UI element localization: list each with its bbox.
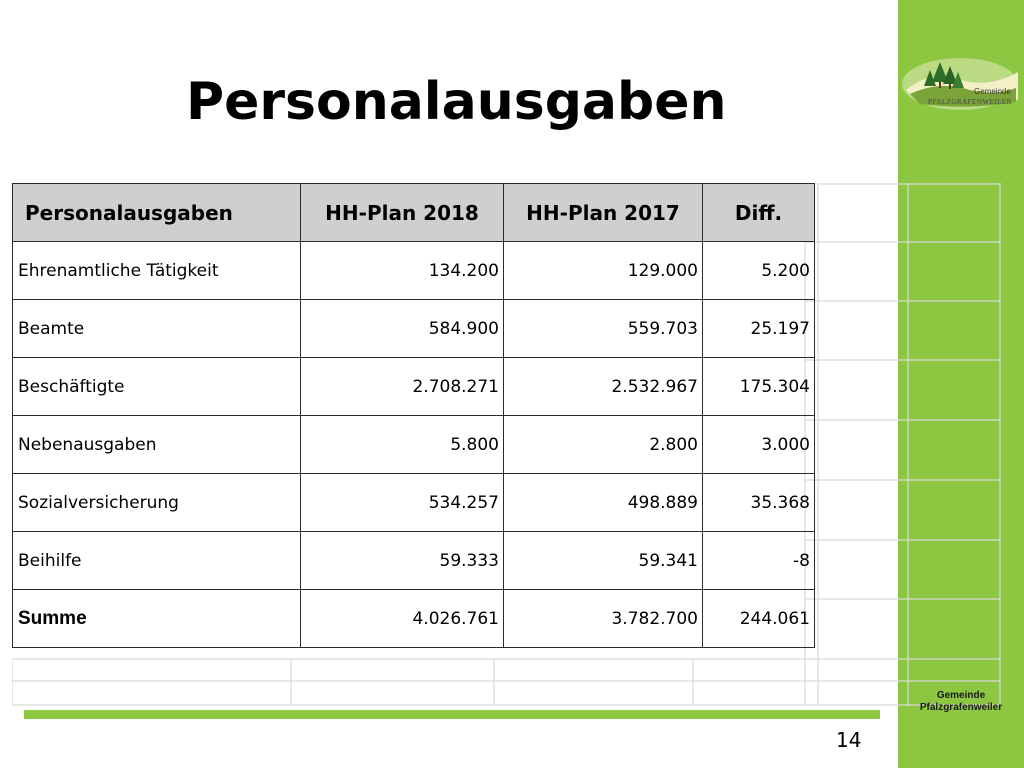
cell-plan-2018: 4.026.761 [300,589,504,648]
background-grid [12,183,1001,706]
cell-plan-2018: 2.708.271 [300,357,504,416]
cell-diff: 35.368 [702,473,815,532]
cell-plan-2017: 129.000 [503,241,703,300]
municipality-logo: Gemeinde PFALZGRAFENWEILER [902,58,1018,110]
cell-plan-2017: 2.532.967 [503,357,703,416]
cell-plan-2018: 5.800 [300,415,504,474]
table-row: Sozialversicherung 534.257 498.889 35.36… [12,473,815,532]
row-label: Sozialversicherung [12,473,301,532]
table-row-total: Summe 4.026.761 3.782.700 244.061 [12,589,815,648]
table-row: Nebenausgaben 5.800 2.800 3.000 [12,415,815,474]
row-label: Beamte [12,299,301,358]
row-label-total: Summe [12,589,301,648]
footer-organization: Gemeinde Pfalzgrafenweiler [898,690,1024,714]
cell-plan-2017: 59.341 [503,531,703,590]
table-header-row: Personalausgaben HH-Plan 2018 HH-Plan 20… [12,183,815,242]
cell-plan-2018: 534.257 [300,473,504,532]
cell-plan-2017: 559.703 [503,299,703,358]
cell-plan-2018: 59.333 [300,531,504,590]
cell-plan-2017: 3.782.700 [503,589,703,648]
cell-diff: 5.200 [702,241,815,300]
cell-diff: 25.197 [702,299,815,358]
slide-title: Personalausgaben [186,72,727,132]
header-category: Personalausgaben [12,183,301,242]
personnel-expenses-table: Personalausgaben HH-Plan 2018 HH-Plan 20… [12,183,815,648]
cell-plan-2018: 134.200 [300,241,504,300]
header-plan-2017: HH-Plan 2017 [503,183,703,242]
table-row: Ehrenamtliche Tätigkeit 134.200 129.000 … [12,241,815,300]
green-sidebar-band [898,0,1024,768]
cell-diff: -8 [702,531,815,590]
row-label: Ehrenamtliche Tätigkeit [12,241,301,300]
footer-org-line1: Gemeinde [936,690,986,701]
page-number: 14 [836,728,862,752]
bottom-accent-line [24,710,880,719]
table-row: Beihilfe 59.333 59.341 -8 [12,531,815,590]
cell-plan-2017: 2.800 [503,415,703,474]
svg-text:PFALZGRAFENWEILER: PFALZGRAFENWEILER [928,98,1012,106]
footer-org-line2: Pfalzgrafenweiler [919,702,1003,713]
cell-plan-2018: 584.900 [300,299,504,358]
header-diff: Diff. [702,183,815,242]
table-row: Beschäftigte 2.708.271 2.532.967 175.304 [12,357,815,416]
header-plan-2018: HH-Plan 2018 [300,183,504,242]
cell-plan-2017: 498.889 [503,473,703,532]
row-label: Nebenausgaben [12,415,301,474]
cell-diff: 175.304 [702,357,815,416]
table-row: Beamte 584.900 559.703 25.197 [12,299,815,358]
svg-text:Gemeinde: Gemeinde [974,87,1011,96]
cell-diff: 3.000 [702,415,815,474]
row-label: Beschäftigte [12,357,301,416]
cell-diff: 244.061 [702,589,815,648]
row-label: Beihilfe [12,531,301,590]
